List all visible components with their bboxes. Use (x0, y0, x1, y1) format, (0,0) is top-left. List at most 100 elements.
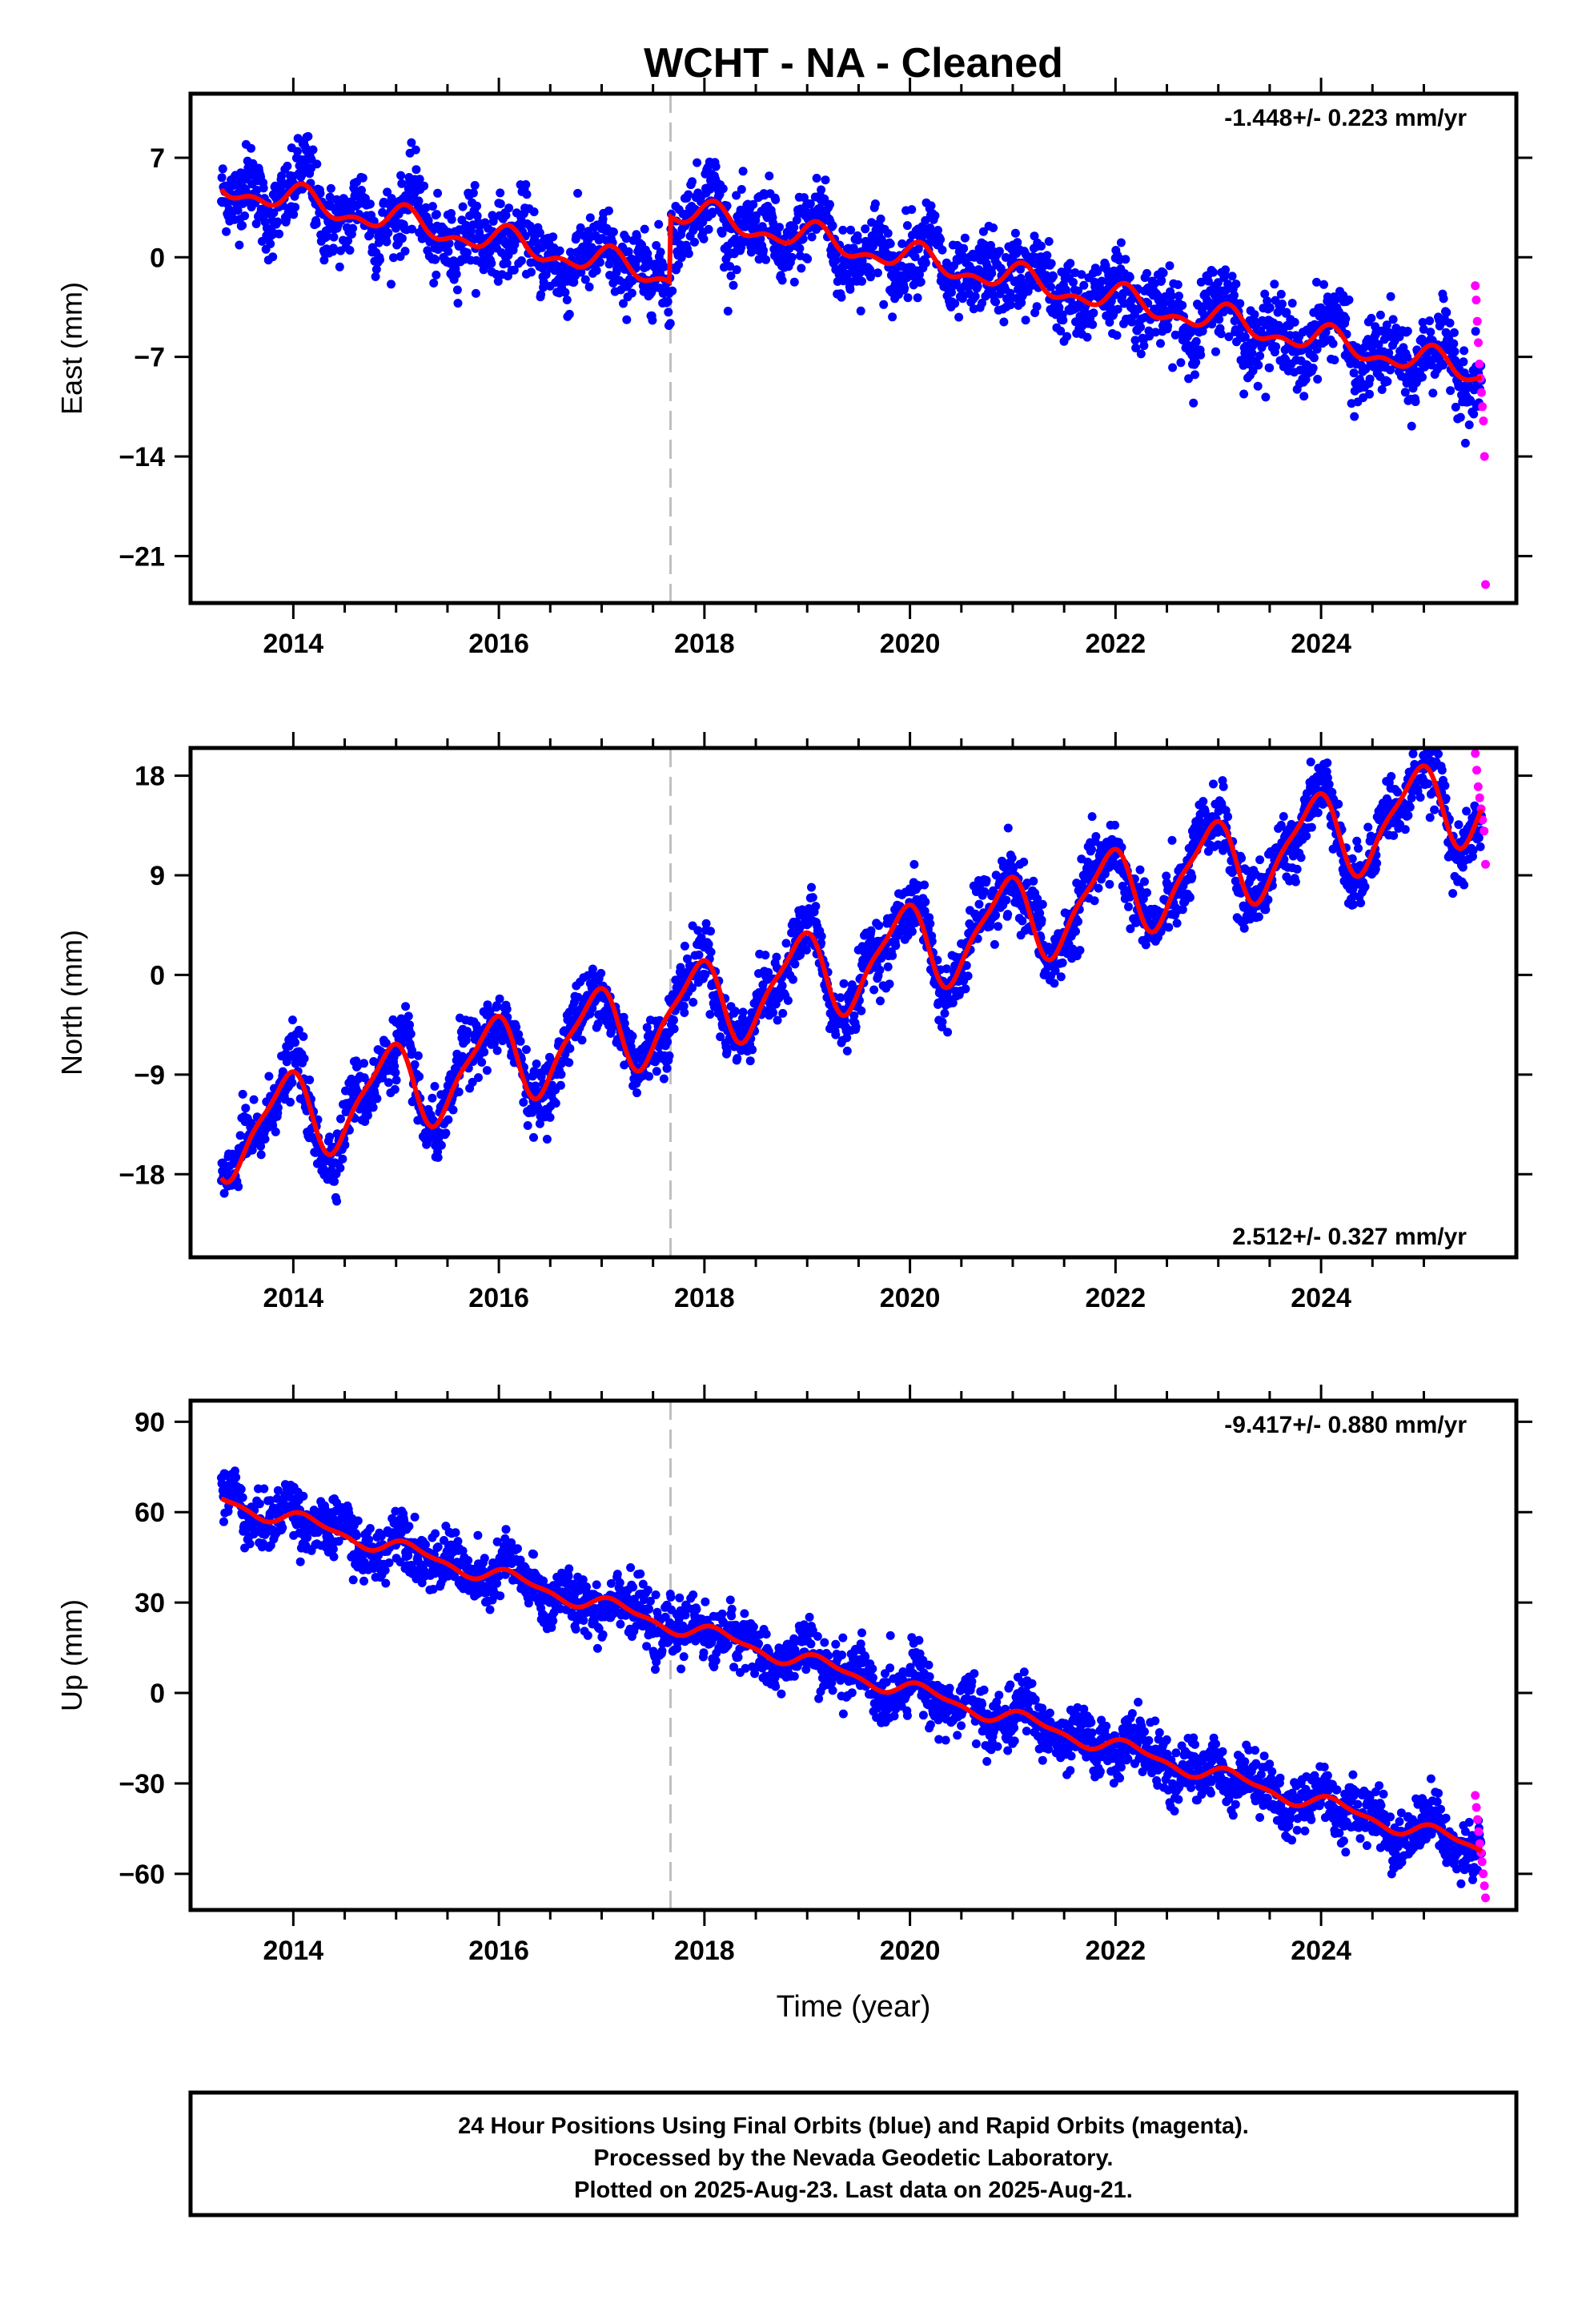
final-point (840, 1015, 849, 1025)
final-point (1082, 332, 1092, 342)
final-point (746, 247, 756, 257)
final-point (659, 262, 669, 271)
final-point (803, 254, 813, 263)
final-point (565, 1043, 575, 1053)
final-point (1334, 799, 1343, 809)
final-point (807, 232, 817, 242)
final-point (382, 237, 391, 247)
final-point (921, 897, 930, 907)
final-point (596, 968, 606, 978)
final-point (659, 1074, 669, 1084)
final-point (664, 308, 673, 317)
final-point (326, 183, 335, 193)
final-point (759, 246, 768, 255)
final-point (441, 1128, 451, 1138)
final-point (1255, 351, 1265, 360)
final-point (453, 299, 463, 308)
final-point (716, 1032, 725, 1042)
final-point (1439, 360, 1447, 370)
final-point (1263, 895, 1273, 904)
final-point (329, 232, 339, 242)
final-point (1071, 927, 1080, 936)
final-point (219, 1188, 229, 1198)
final-point (286, 1097, 295, 1107)
final-point (694, 950, 704, 959)
final-point (421, 203, 431, 212)
final-point (842, 1033, 852, 1043)
final-point (726, 271, 736, 280)
final-point (522, 190, 532, 199)
final-point (801, 945, 811, 955)
final-point (577, 1035, 587, 1045)
final-point (319, 255, 329, 265)
final-point (991, 297, 1001, 307)
final-point (1091, 832, 1101, 841)
final-point (1132, 918, 1142, 927)
final-point (311, 219, 321, 228)
final-point (1046, 282, 1056, 292)
final-point (493, 276, 503, 286)
final-point (401, 1002, 411, 1011)
final-point (1254, 360, 1263, 370)
final-point (555, 246, 564, 255)
final-point (930, 211, 940, 220)
final-orbit-points (217, 748, 1486, 1206)
final-point (1411, 397, 1420, 407)
final-point (1418, 372, 1427, 382)
final-point (336, 1114, 345, 1124)
final-point (383, 228, 393, 238)
final-point (521, 180, 531, 189)
final-point (978, 227, 988, 236)
final-point (1215, 315, 1224, 324)
final-point (1270, 279, 1279, 289)
y-tick-label: −14 (118, 442, 165, 472)
final-point (608, 227, 618, 237)
final-point (1159, 299, 1169, 308)
final-point (1069, 278, 1078, 287)
final-point (1100, 869, 1110, 879)
final-point (683, 954, 692, 963)
final-point (1237, 854, 1247, 863)
final-point (1140, 877, 1149, 887)
y-tick-label: 7 (150, 143, 165, 174)
final-point (328, 243, 338, 253)
final-point (1445, 318, 1455, 328)
final-point (463, 248, 472, 257)
final-point (679, 1001, 689, 1011)
final-point (769, 1008, 778, 1017)
final-point (1087, 845, 1096, 854)
final-point (765, 171, 774, 181)
final-point (217, 173, 227, 183)
final-point (920, 880, 930, 890)
final-point (408, 1046, 416, 1055)
final-point (789, 975, 797, 984)
final-point (1131, 344, 1141, 352)
final-point (1308, 364, 1318, 373)
final-point (684, 190, 693, 199)
final-point (772, 952, 781, 962)
final-point (958, 251, 967, 260)
final-point (275, 229, 284, 239)
final-point (514, 1030, 524, 1039)
final-point (913, 244, 923, 254)
final-point (877, 235, 886, 244)
final-point (1323, 758, 1332, 768)
final-point (1191, 357, 1201, 367)
final-point (411, 145, 420, 155)
final-point (523, 1121, 532, 1130)
final-point (732, 265, 741, 275)
final-point (764, 967, 773, 977)
x-tick-label: 2024 (1291, 629, 1351, 659)
final-point (529, 207, 539, 216)
final-point (359, 1059, 368, 1068)
final-point (1056, 326, 1066, 336)
rapid-point (1472, 316, 1482, 326)
final-point (477, 1058, 487, 1067)
final-point (521, 1045, 531, 1055)
final-point (1299, 392, 1309, 401)
final-point (335, 1164, 345, 1172)
final-point (837, 292, 846, 302)
final-point (413, 1051, 423, 1060)
final-point (1074, 286, 1082, 296)
